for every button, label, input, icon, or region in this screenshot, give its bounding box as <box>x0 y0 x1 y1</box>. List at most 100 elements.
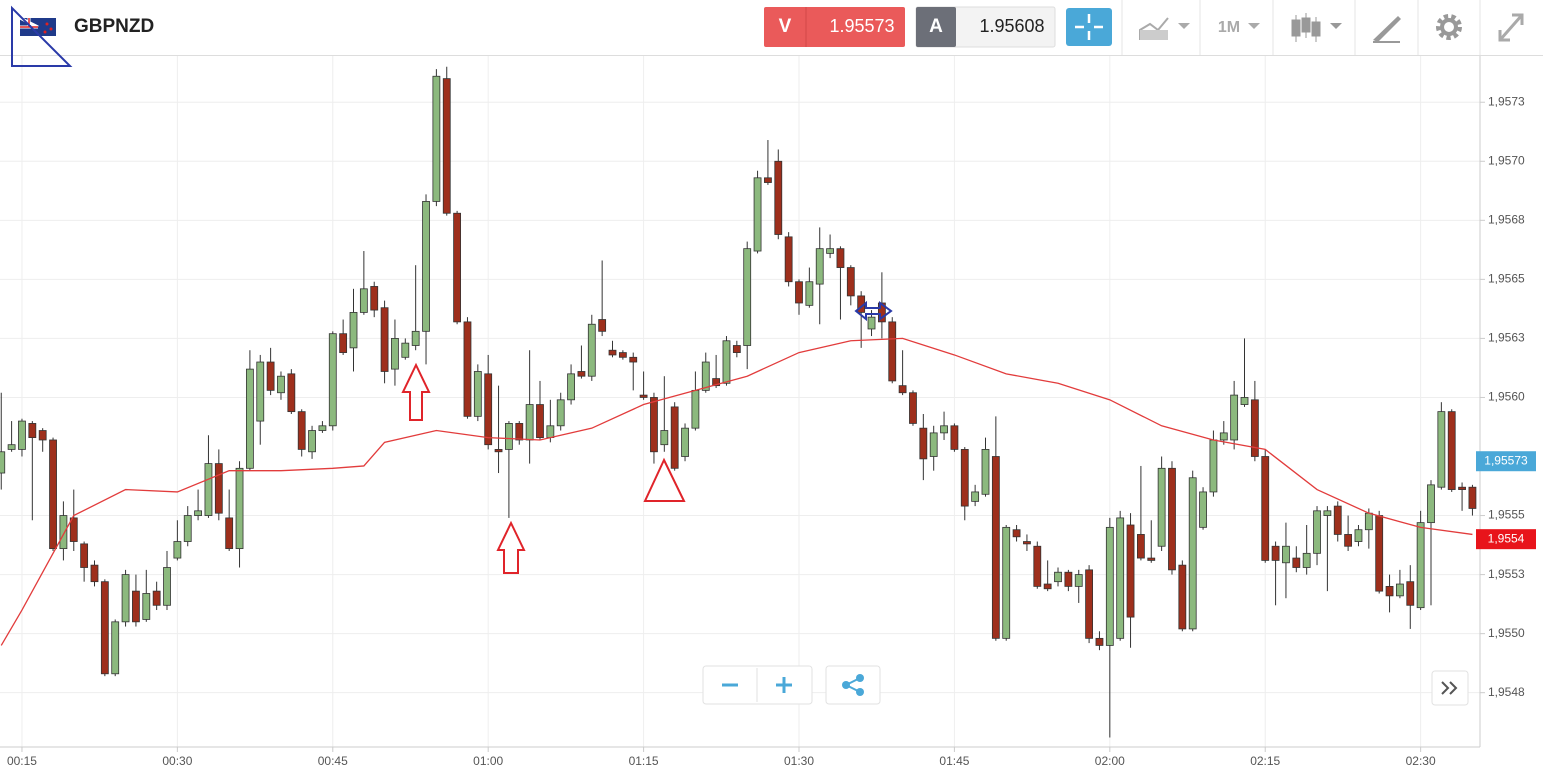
candle-body <box>1468 486 1477 509</box>
candle-body <box>380 307 389 372</box>
candle-body <box>618 352 627 358</box>
candle-body <box>422 201 430 332</box>
candle-body <box>349 312 358 349</box>
candle-body <box>163 567 171 606</box>
x-tick-label: 01:00 <box>473 754 503 768</box>
price-label-bg <box>1476 529 1536 550</box>
header: GBPNZD V 1.95573 A 1.95608 1M <box>0 0 1543 67</box>
candle-body <box>701 361 710 391</box>
chart-type-button[interactable] <box>1139 17 1190 40</box>
candle-body <box>556 399 565 427</box>
candle-body <box>650 397 658 453</box>
candle-body <box>453 212 462 323</box>
candle-body <box>888 321 897 382</box>
candle-body <box>815 248 824 285</box>
candle-body <box>929 432 938 457</box>
timeframe-button[interactable]: 1M <box>1218 19 1260 36</box>
candle-body <box>681 427 689 457</box>
candle-body <box>1002 526 1011 639</box>
candle-body <box>774 160 783 235</box>
candle-body <box>245 368 254 469</box>
y-tick-label: 1,9573 <box>1488 94 1525 108</box>
candle-body <box>132 590 140 623</box>
candle-body <box>121 574 130 623</box>
sell-bg <box>764 7 905 47</box>
expand-button[interactable] <box>1498 13 1524 42</box>
candle-body <box>960 449 969 507</box>
candle-body <box>100 581 109 675</box>
candle-body <box>1396 583 1404 597</box>
price-labels: 1,95573 1,9554 <box>1476 451 1536 550</box>
price-label: 1,95573 <box>1484 453 1528 467</box>
candle-body <box>1292 557 1301 568</box>
candle-body <box>608 349 617 356</box>
buy-button[interactable]: A 1.95608 <box>915 6 1056 48</box>
candle-type-button[interactable] <box>1291 13 1342 42</box>
candle-body <box>1344 534 1353 547</box>
candle-body <box>546 425 555 439</box>
candle-body <box>722 340 731 384</box>
candle-body <box>1168 467 1176 571</box>
candle-body <box>69 517 78 542</box>
candle-body <box>173 541 182 559</box>
candle-body <box>1250 399 1259 457</box>
candle-body <box>1406 581 1415 606</box>
candle-body <box>919 427 928 460</box>
candle-body <box>1188 477 1197 630</box>
candle-body <box>1219 432 1228 441</box>
candle-body <box>670 406 679 469</box>
candle-body <box>1282 545 1290 564</box>
candle-body <box>28 423 37 439</box>
candle-body <box>981 449 990 495</box>
double-arrow <box>854 300 893 322</box>
drawing-button[interactable] <box>1373 16 1401 43</box>
candle-body <box>836 248 845 268</box>
candle-body <box>1012 529 1021 538</box>
annotations <box>401 362 686 574</box>
candle-body <box>1354 529 1363 542</box>
share-button[interactable] <box>825 665 881 705</box>
candle-body <box>235 467 244 550</box>
crosshair-button[interactable] <box>1066 8 1112 46</box>
candle-body <box>971 491 980 502</box>
candle-body <box>660 430 669 446</box>
candle-body <box>297 411 306 450</box>
candle-body <box>784 236 793 283</box>
candle-body <box>225 517 234 550</box>
candle-body <box>1085 569 1093 639</box>
candle-body <box>318 425 327 431</box>
y-tick-label: 1,9570 <box>1488 153 1525 167</box>
candle-body <box>391 338 399 370</box>
candle-body <box>80 543 89 568</box>
sell-button[interactable]: V 1.95573 <box>764 7 905 47</box>
candle-body <box>753 177 762 252</box>
candle-body <box>142 593 151 620</box>
x-tick-label: 00:15 <box>7 754 37 768</box>
settings-button[interactable] <box>1436 14 1462 40</box>
candle-body <box>826 248 834 254</box>
candle-body <box>194 510 202 516</box>
candle-body <box>1095 637 1104 646</box>
y-tick-label: 1,9550 <box>1488 626 1525 640</box>
zoom-in-button[interactable] <box>776 677 792 693</box>
candle-body <box>1043 583 1052 590</box>
y-tick-label: 1,9565 <box>1488 272 1525 286</box>
candle-body <box>1323 510 1332 516</box>
candle-body <box>991 456 1000 639</box>
moving-average-line <box>0 337 1473 646</box>
candle-body <box>1240 397 1249 405</box>
candle-body <box>111 621 120 675</box>
candle-body <box>1302 552 1311 568</box>
candle-body <box>49 439 57 550</box>
candle-body <box>90 564 99 583</box>
candle-body <box>7 444 16 450</box>
candle-body <box>577 371 586 377</box>
scroll-end-button[interactable] <box>1431 670 1469 706</box>
candle-body <box>38 430 47 441</box>
candle-body <box>1116 517 1125 639</box>
candle-body <box>1178 564 1187 630</box>
candle-body <box>1313 510 1321 554</box>
up-arrow <box>401 362 431 421</box>
